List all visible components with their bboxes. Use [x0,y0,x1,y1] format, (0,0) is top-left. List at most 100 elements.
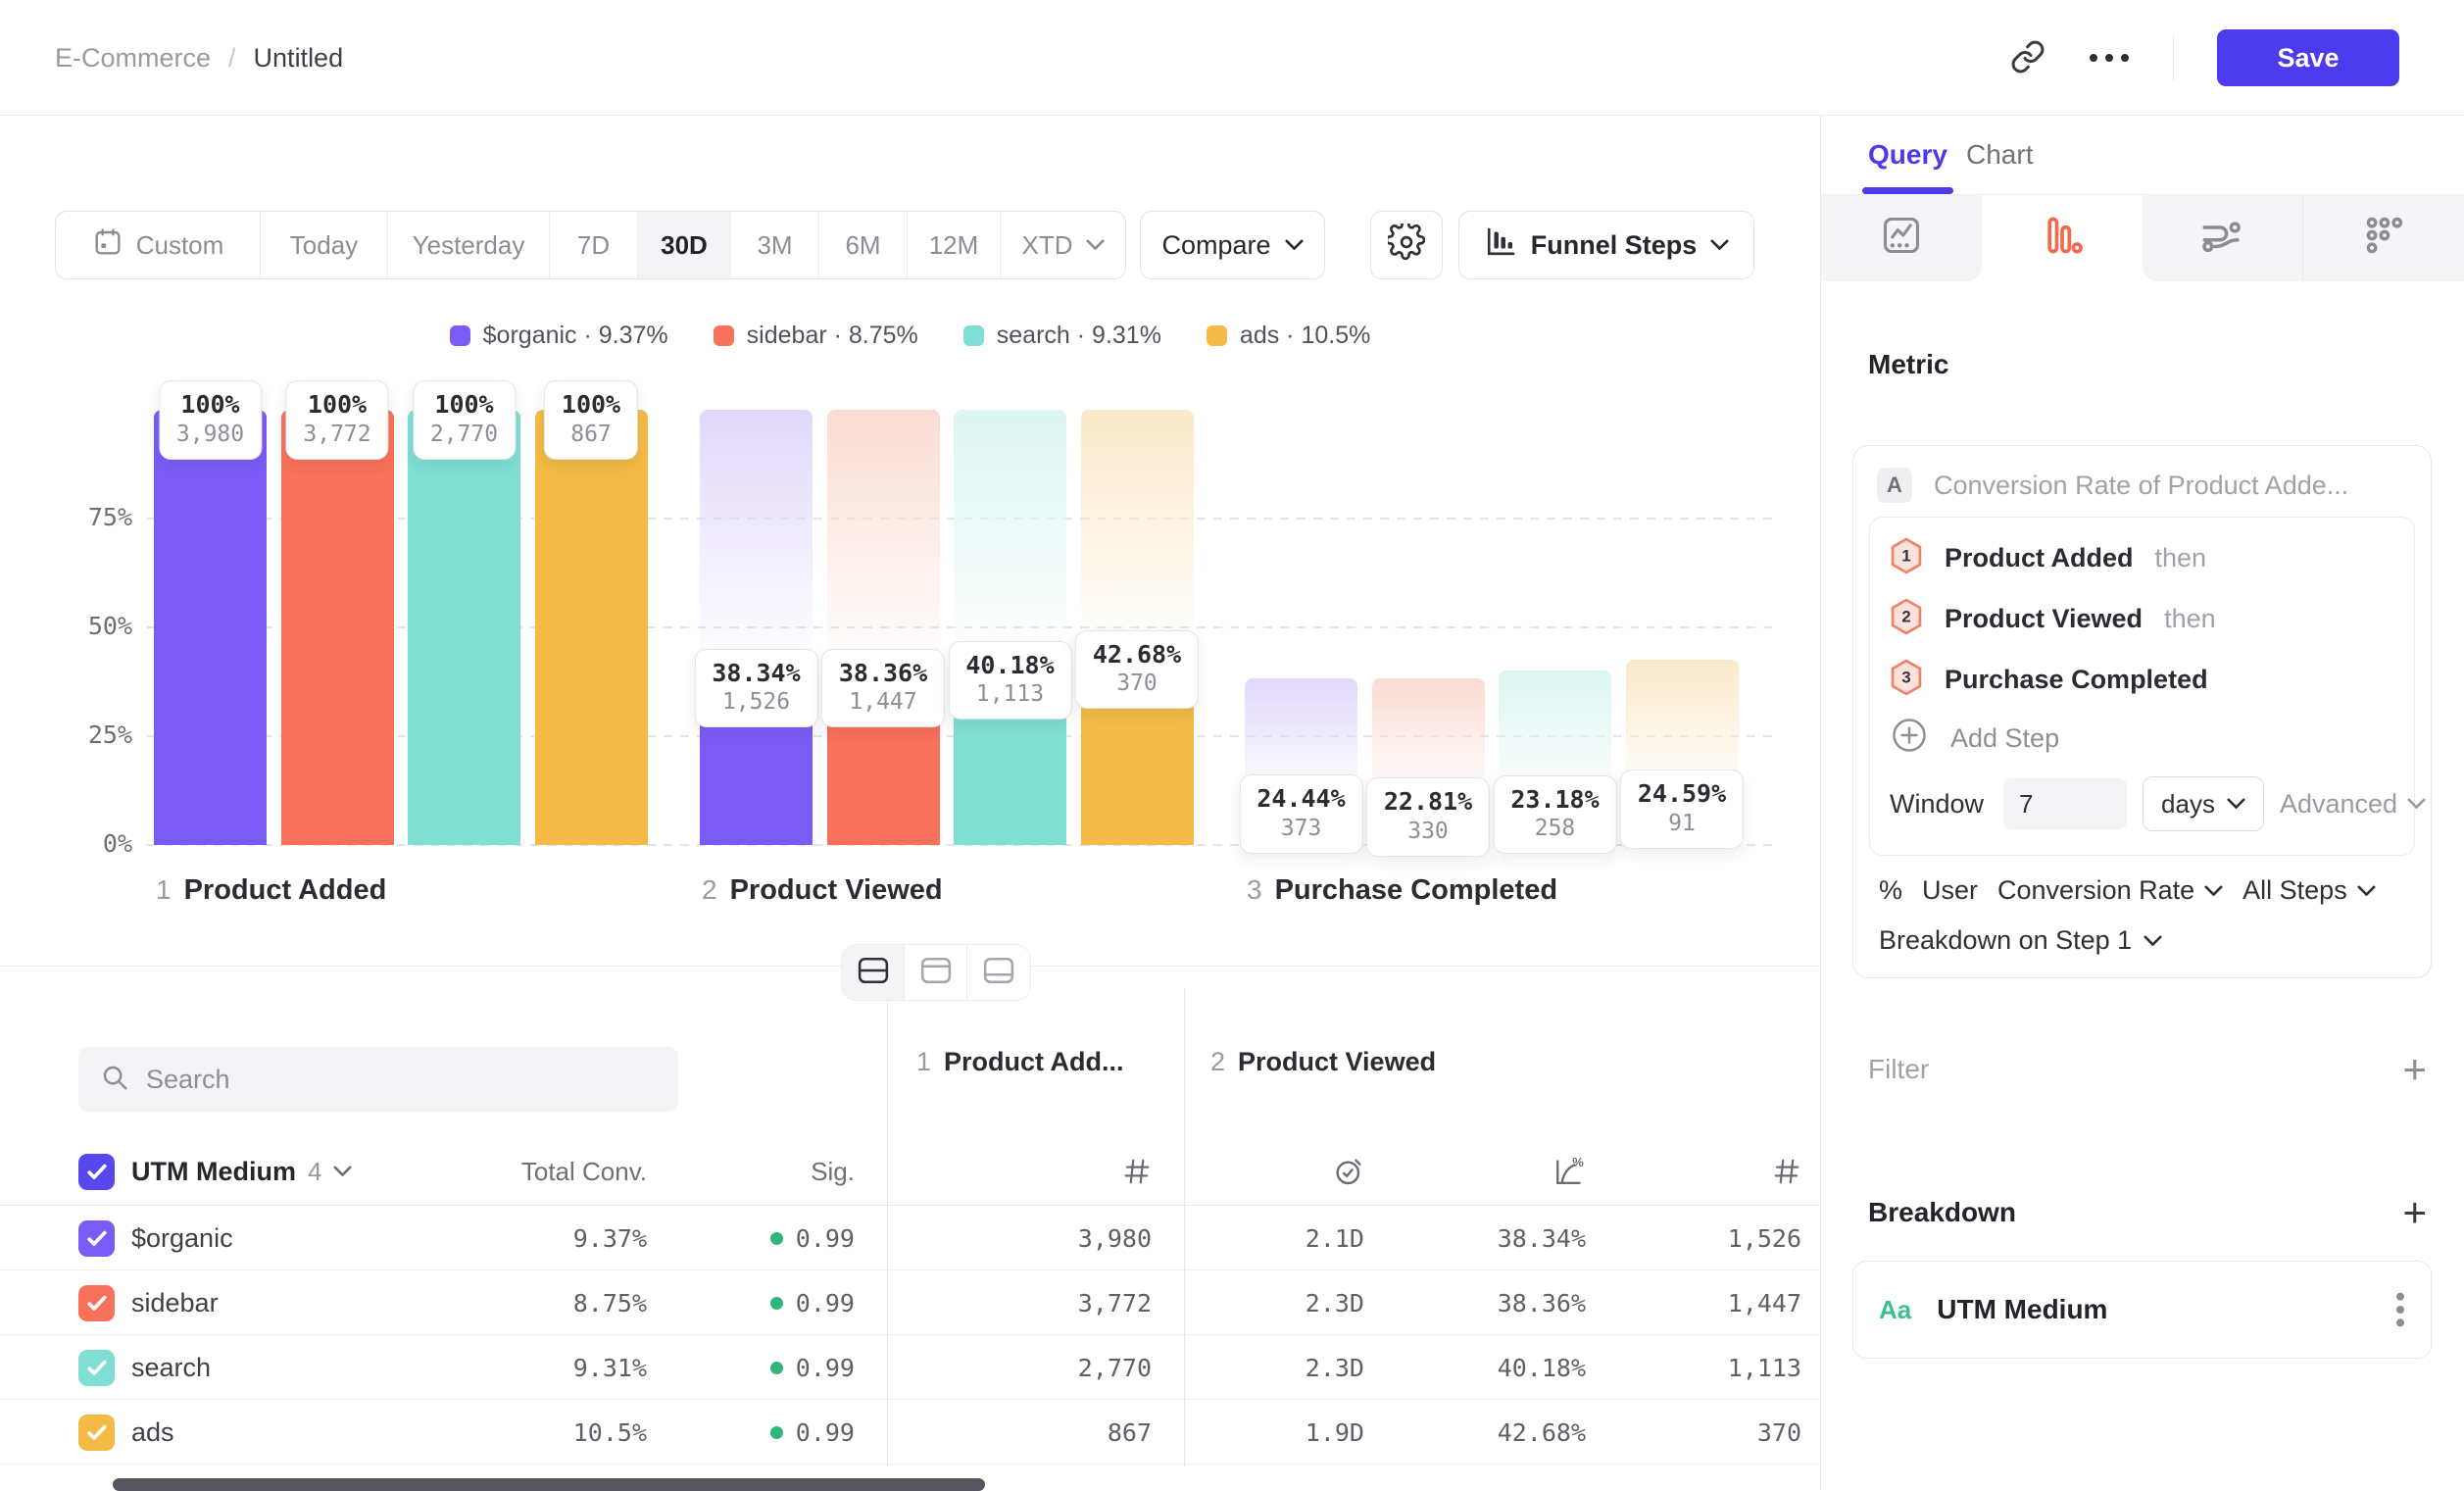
step-metric-value: 3,980 [1078,1206,1152,1270]
range-xtd[interactable]: XTD [1001,212,1125,278]
step-metric-value: 2.1D [1306,1206,1364,1270]
query-step-1[interactable]: 1Product Addedthen [1870,527,2414,588]
table-step-group-2[interactable]: 2 Product Viewed [1210,1047,1436,1077]
layout-bottom-panel-view-button[interactable] [967,945,1030,1000]
sig-header[interactable]: Sig. [811,1137,855,1206]
search-input[interactable] [146,1065,657,1095]
more-menu-button[interactable] [2089,51,2130,66]
metric-section-title: Metric [1868,349,1948,380]
tab-query[interactable]: Query [1868,116,1947,194]
select-all-checkbox[interactable] [78,1154,115,1190]
layout-top-panel-view-button[interactable] [905,945,967,1000]
select-all-checkbox-cell [78,1137,115,1206]
save-button[interactable]: Save [2217,29,2399,86]
step-number-hexagon: 2 [1890,598,1923,640]
range-label: 12M [929,230,979,261]
horizontal-scrollbar[interactable] [113,1478,985,1491]
range-custom[interactable]: Custom [56,212,261,278]
total-conv-header[interactable]: Total Conv. [521,1137,647,1206]
scope-select[interactable]: All Steps [2242,875,2376,906]
metric-select[interactable]: Conversion Rate [1997,875,2223,906]
chart-type-tab-funnels[interactable] [1982,195,2143,280]
chart-type-tab-insights[interactable] [1821,195,1982,280]
chart-type-tab-retention[interactable] [2302,195,2464,280]
range-yesterday[interactable]: Yesterday [388,212,550,278]
bar-pct: 24.59% [1638,779,1726,810]
query-step-3[interactable]: 3Purchase Completed [1870,649,2414,710]
bar-value-label: 100%3,980 [159,380,262,460]
breakdown-item-menu[interactable] [2395,1290,2405,1329]
entity-select[interactable]: User [1922,875,1978,906]
breakdown-column-header[interactable]: UTM Medium 4 [131,1137,352,1206]
calendar-icon [92,226,123,265]
bar-count: 330 [1384,818,1472,845]
metric-row[interactable]: A Conversion Rate of Product Adde... [1869,460,2415,517]
add-filter-icon[interactable]: + [2402,1049,2427,1090]
funnel-bar-organic-step1[interactable] [154,410,267,845]
step-name: Purchase Completed [1275,874,1557,907]
bar-value-label: 100%2,770 [413,380,516,460]
funnel-bar-ads-step1[interactable] [535,410,648,845]
row-checkbox[interactable] [78,1415,115,1451]
window-value-input[interactable] [2003,778,2127,829]
range-6m[interactable]: 6M [819,212,908,278]
percent-prefix: % [1879,875,1902,906]
funnel-bar-sidebar-step1[interactable] [281,410,394,845]
table-step-group-1[interactable]: 1 Product Add... [916,1047,1124,1077]
bar-pct: 100% [562,390,620,421]
bar-count: 370 [1093,670,1181,697]
legend-item-sidebar[interactable]: sidebar · 8.75% [714,322,918,350]
breakdown-item[interactable]: Aa UTM Medium [1852,1261,2432,1359]
bar-value-label: 38.36%1,447 [821,649,945,728]
breakdown-on-step-select[interactable]: Breakdown on Step 1 [1869,912,2415,964]
bar-value-label: 38.34%1,526 [694,649,817,728]
range-label: Custom [136,230,224,261]
copy-link-button[interactable] [2010,39,2045,77]
link-icon [2010,39,2045,77]
tab-chart[interactable]: Chart [1966,116,2033,194]
sig-value: 0.99 [770,1335,855,1400]
chart-type-button[interactable]: Funnel Steps [1458,211,1754,279]
legend-item-search[interactable]: search · 9.31% [963,322,1161,350]
add-breakdown-icon[interactable]: + [2402,1192,2427,1233]
significance-dot [770,1426,783,1439]
layout-split-view-button[interactable] [842,945,905,1000]
count-metric-icon[interactable] [1772,1137,1801,1206]
total-conv-value: 10.5% [573,1400,647,1465]
bar-count: 258 [1510,815,1599,842]
chart-settings-button[interactable] [1370,211,1443,279]
query-step-2[interactable]: 2Product Viewedthen [1870,588,2414,649]
funnel-ghost-bar [827,410,940,678]
legend-swatch [714,325,734,346]
step-metric-value: 2,770 [1078,1335,1152,1400]
compare-button[interactable]: Compare [1140,211,1325,279]
advanced-toggle[interactable]: Advanced [2280,789,2426,820]
row-checkbox[interactable] [78,1285,115,1321]
range-3m[interactable]: 3M [731,212,819,278]
conv-rate-metric-icon[interactable]: % [1552,1137,1586,1206]
count-metric-icon[interactable] [1122,1137,1152,1206]
filter-label: Filter [1868,1054,1929,1085]
funnel-bar-search-step1[interactable] [408,410,520,845]
table-row-ads[interactable]: ads10.5%0.998671.9D42.68%370 [0,1400,1820,1465]
legend-swatch [450,325,470,346]
range-12m[interactable]: 12M [908,212,1001,278]
avg-time-metric-icon[interactable] [1333,1137,1364,1206]
table-row-sidebar[interactable]: sidebar8.75%0.993,7722.3D38.36%1,447 [0,1270,1820,1335]
range-7d[interactable]: 7D [550,212,638,278]
window-unit-select[interactable]: days [2143,776,2264,831]
row-checkbox[interactable] [78,1220,115,1257]
legend-item-organic[interactable]: $organic · 9.37% [450,322,668,350]
table-row-organic[interactable]: $organic9.37%0.993,9802.1D38.34%1,526 [0,1206,1820,1270]
legend-item-ads[interactable]: ads · 10.5% [1207,322,1370,350]
table-row-search[interactable]: search9.31%0.992,7702.3D40.18%1,113 [0,1335,1820,1400]
add-step-button[interactable]: Add Step [1870,710,2414,767]
chart-type-tab-flows[interactable] [2143,195,2303,280]
breadcrumb-parent[interactable]: E-Commerce [55,43,211,74]
row-checkbox[interactable] [78,1350,115,1386]
breadcrumb-current[interactable]: Untitled [254,43,344,74]
window-label: Window [1890,789,1984,820]
range-30d[interactable]: 30D [638,212,731,278]
check-icon [87,1295,107,1312]
range-today[interactable]: Today [261,212,388,278]
